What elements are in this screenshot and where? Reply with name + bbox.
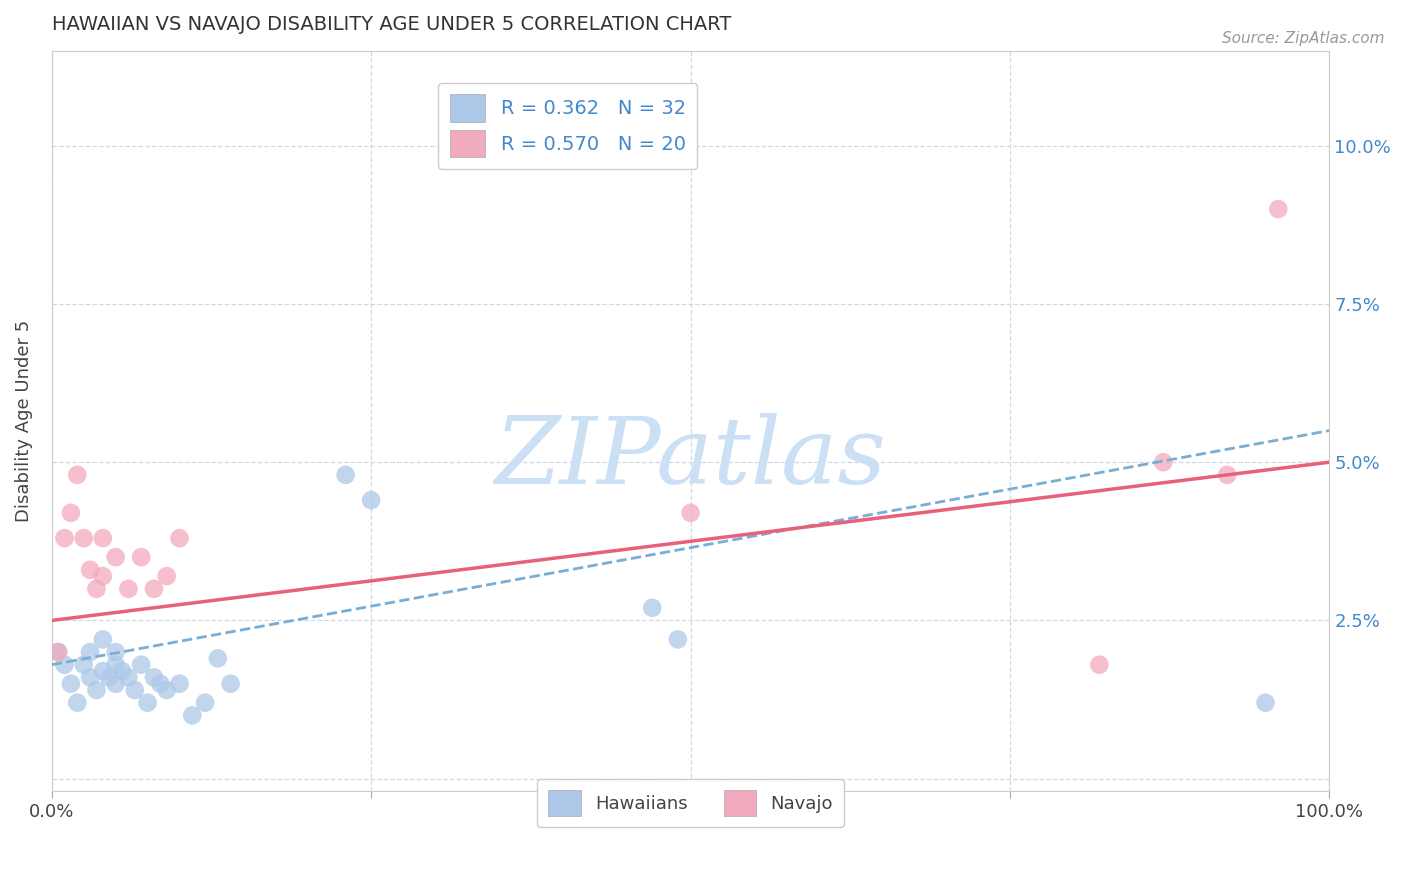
Point (104, 645, 127, 659)
Point (666, 632, 689, 647)
Text: HAWAIIAN VS NAVAJO DISABILITY AGE UNDER 5 CORRELATION CHART: HAWAIIAN VS NAVAJO DISABILITY AGE UNDER … (52, 15, 731, 34)
Point (98, 670, 121, 684)
Point (91, 569, 114, 583)
Point (111, 664, 134, 678)
Point (1088, 657, 1111, 672)
Point (124, 683, 146, 698)
Point (66, 467, 89, 482)
Point (156, 569, 179, 583)
Legend: Hawaiians, Navajo: Hawaiians, Navajo (537, 780, 844, 827)
Point (91, 531, 114, 545)
Point (91, 664, 114, 678)
Point (104, 550, 127, 565)
Point (86, 683, 108, 698)
Point (143, 582, 166, 596)
Text: ZIPatlas: ZIPatlas (495, 413, 887, 503)
Y-axis label: Disability Age Under 5: Disability Age Under 5 (15, 320, 32, 522)
Point (1152, 455, 1174, 469)
Point (59, 676, 82, 690)
Point (1254, 696, 1277, 710)
Point (117, 582, 139, 596)
Point (156, 683, 179, 698)
Point (73, 657, 96, 672)
Point (207, 651, 229, 665)
Point (335, 467, 357, 482)
Point (73, 531, 96, 545)
Point (53, 531, 76, 545)
Point (79, 645, 101, 659)
Point (136, 696, 159, 710)
Point (169, 676, 191, 690)
Point (104, 657, 127, 672)
Point (679, 506, 702, 520)
Point (1216, 467, 1239, 482)
Point (641, 600, 664, 615)
Point (79, 563, 101, 577)
Point (46, 645, 69, 659)
Point (143, 670, 166, 684)
Point (53, 657, 76, 672)
Point (149, 676, 172, 690)
Point (59, 506, 82, 520)
Point (219, 676, 242, 690)
Point (1267, 202, 1289, 216)
Point (181, 708, 204, 723)
Point (129, 550, 152, 565)
Point (91, 632, 114, 647)
Point (117, 670, 139, 684)
Point (169, 531, 191, 545)
Point (360, 493, 382, 508)
Text: Source: ZipAtlas.com: Source: ZipAtlas.com (1222, 31, 1385, 46)
Point (79, 670, 101, 684)
Point (66, 696, 89, 710)
Point (46, 645, 69, 659)
Point (86, 582, 108, 596)
Point (104, 676, 127, 690)
Point (194, 696, 217, 710)
Point (129, 657, 152, 672)
